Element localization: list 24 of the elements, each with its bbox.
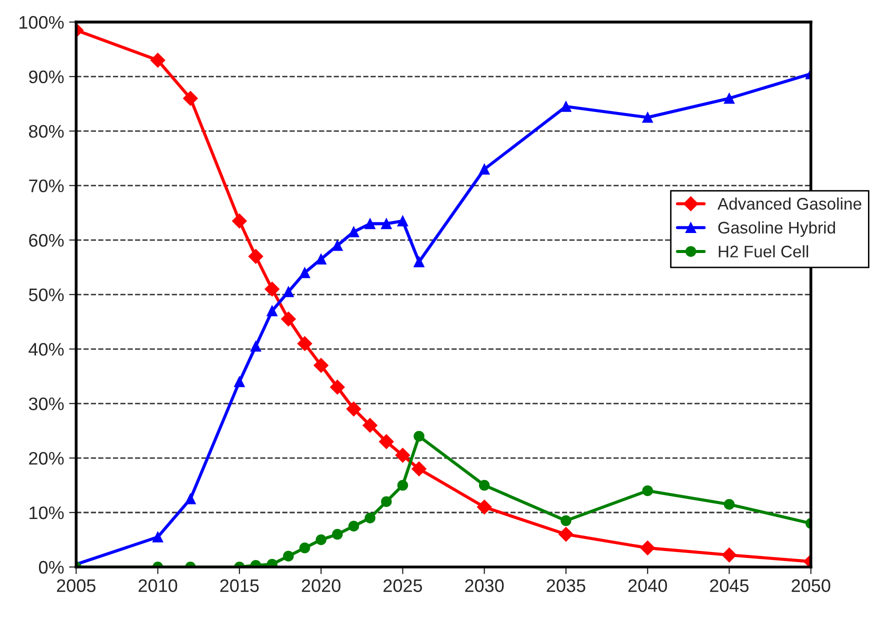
x-tick-label: 2015 [220, 579, 259, 592]
x-tick-label: 2030 [465, 579, 504, 592]
y-tick-label: 40% [28, 342, 64, 356]
x-tick-label: 2040 [628, 579, 667, 592]
x-tick-label: 2020 [302, 579, 340, 592]
x-tick-label: 2050 [792, 579, 830, 592]
y-tick-label: 50% [28, 288, 64, 302]
legend-label: Gasoline Hybrid [718, 221, 835, 237]
x-tick-label: 2025 [384, 579, 422, 592]
y-tick-label: 60% [29, 234, 64, 247]
x-tick-label: 2035 [546, 579, 586, 592]
x-tick-label: 2010 [138, 579, 178, 592]
legend-label: Advanced Gasoline [718, 197, 862, 210]
y-tick-label: 20% [29, 452, 64, 465]
legend-label: H2 Fuel Cell [718, 245, 808, 258]
y-tick-label: 90% [29, 70, 64, 84]
y-tick-label: 100% [20, 16, 64, 29]
y-tick-label: 30% [28, 397, 64, 410]
y-tick-label: 80% [29, 124, 64, 138]
y-tick-label: 10% [30, 506, 64, 520]
x-tick-label: 2045 [710, 579, 749, 592]
y-tick-label: 70% [29, 179, 64, 192]
x-tick-label: 2005 [56, 579, 96, 592]
y-tick-label: 0% [38, 560, 64, 574]
